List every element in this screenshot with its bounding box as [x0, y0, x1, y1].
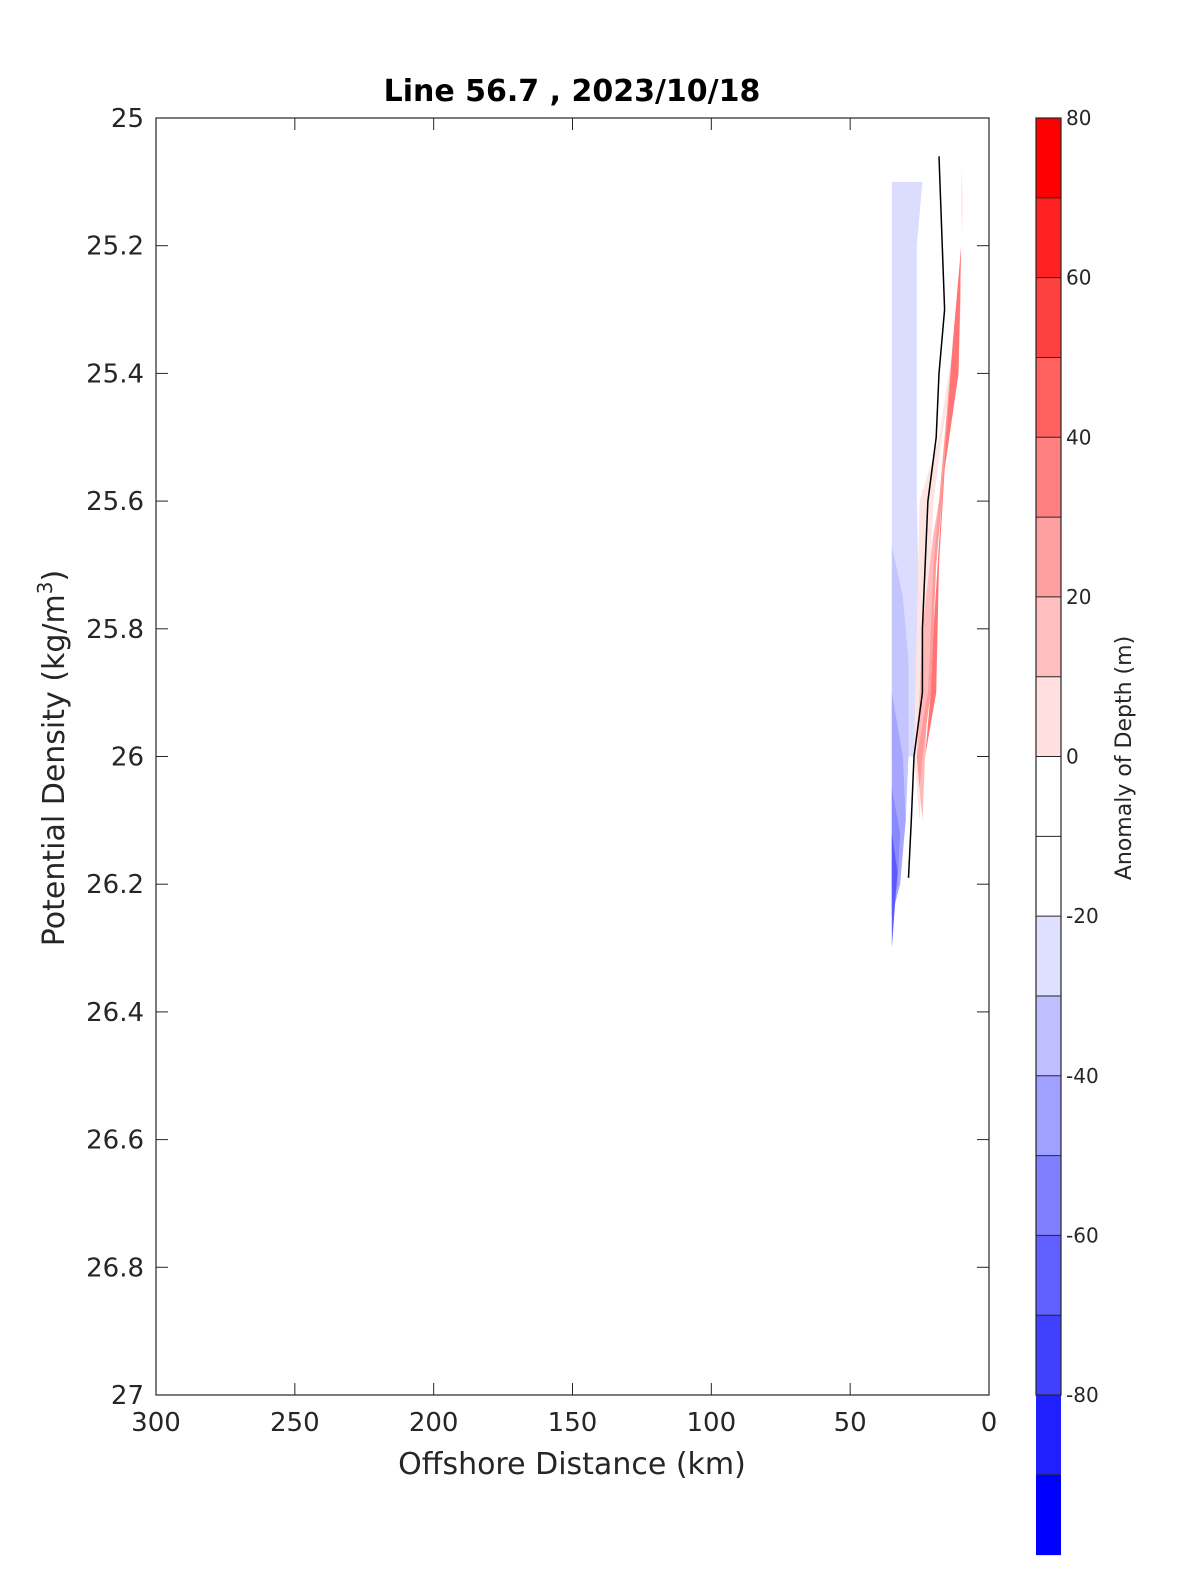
colorbar-segment	[1036, 916, 1061, 997]
y-axis-title-superscript: 3	[33, 581, 57, 594]
y-tick-label: 25.4	[86, 359, 144, 389]
colorbar-segment	[1036, 357, 1061, 438]
colorbar-tick-label: -80	[1066, 1383, 1099, 1407]
y-tick-label: 26	[111, 743, 144, 773]
colorbar-title: Anomaly of Depth (m)	[1112, 636, 1137, 880]
colorbar-segment	[1036, 118, 1061, 199]
y-tick-label: 26.2	[86, 870, 144, 900]
y-axis-title-end: )	[37, 570, 72, 582]
contour-region-6	[916, 277, 962, 821]
colorbar-segment	[1036, 1395, 1061, 1476]
y-tick-label: 27	[111, 1381, 144, 1411]
y-axis-title: Potential Density (kg/m3)	[33, 570, 72, 946]
x-tick-label: 300	[131, 1408, 181, 1438]
y-tick-label: 25.2	[86, 232, 144, 262]
contour-region-7	[916, 309, 956, 789]
x-tick-label: 100	[687, 1408, 737, 1438]
y-tick-label: 26.4	[86, 998, 144, 1028]
x-tick-label: 250	[270, 1408, 320, 1438]
y-axis: 25 25.2 25.4 25.6 25.8 26 26.2 26.4 26.6 26.8 27	[86, 104, 989, 1411]
contour-region-9	[961, 169, 963, 233]
colorbar-segment	[1036, 197, 1061, 279]
colorbar-segment	[1036, 517, 1061, 598]
colorbar-segment	[1036, 1235, 1061, 1316]
x-tick-label: 150	[548, 1408, 598, 1438]
colorbar-segment	[1036, 676, 1061, 757]
y-axis-title-main: Potential Density (kg/m	[37, 594, 72, 946]
y-tick-label: 26.8	[86, 1253, 144, 1283]
colorbar-tick-label: 80	[1066, 106, 1091, 130]
x-axis-title: Offshore Distance (km)	[398, 1447, 746, 1482]
chart-title: Line 56.7 , 2023/10/18	[384, 74, 761, 109]
colorbar	[1035, 117, 1062, 1556]
colorbar-segment	[1036, 1315, 1061, 1396]
contour-region-8	[925, 245, 962, 757]
plot-frame	[155, 117, 990, 1396]
x-tick-label: 0	[981, 1408, 998, 1438]
colorbar-segment	[1036, 1474, 1061, 1556]
colorbar-tick-label: -60	[1066, 1223, 1099, 1247]
x-tick-label: 50	[834, 1408, 867, 1438]
zero-contour-layer	[907, 156, 946, 878]
colorbar-tick-label: -40	[1066, 1064, 1099, 1088]
colorbar-tick-label: 20	[1066, 585, 1091, 609]
colorbar-tick-label: 60	[1066, 266, 1091, 290]
contour-region-4	[891, 833, 898, 949]
colorbar-segment	[1036, 836, 1061, 917]
zero-contour-line	[907, 156, 946, 878]
colorbar-tick-label: 40	[1066, 425, 1091, 449]
colorbar-segment	[1036, 995, 1061, 1077]
x-axis: 300 250 200 150 100 50 0	[131, 118, 997, 1438]
colorbar-tick-label: -20	[1066, 904, 1099, 928]
x-tick-label: 200	[409, 1408, 459, 1438]
colorbar-segment	[1036, 1155, 1061, 1236]
y-tick-label: 25.8	[86, 615, 144, 645]
colorbar-axis: 80 60 40 20 0 -20 -40 -60 -80	[1066, 106, 1099, 1407]
colorbar-segment	[1036, 596, 1061, 678]
contour-fill-layer	[891, 169, 963, 949]
colorbar-segment	[1036, 437, 1061, 518]
colorbar-frame	[1035, 117, 1062, 1396]
y-tick-label: 25.6	[86, 487, 144, 517]
y-tick-label: 25	[111, 104, 144, 134]
colorbar-segment	[1036, 277, 1061, 358]
y-tick-label: 26.6	[86, 1126, 144, 1156]
colorbar-segment	[1036, 1075, 1061, 1157]
colorbar-segment	[1036, 756, 1061, 837]
colorbar-tick-label: 0	[1066, 745, 1079, 769]
